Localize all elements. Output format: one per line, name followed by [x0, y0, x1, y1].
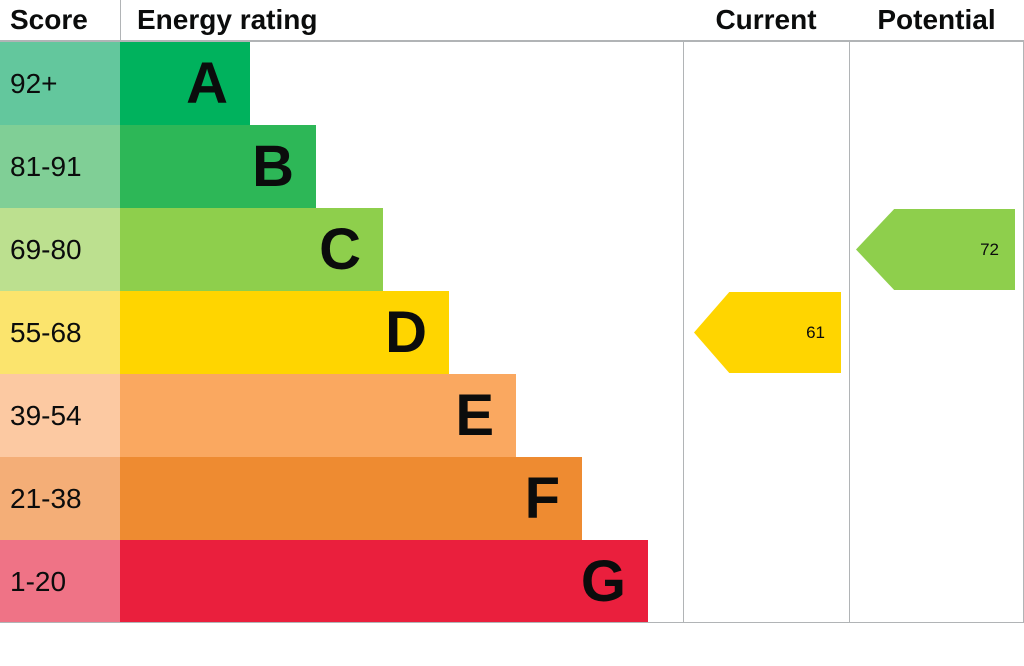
- chart-header: Score Energy rating Current Potential: [0, 0, 1024, 42]
- band-score-range: 92+: [0, 42, 120, 125]
- band-bar-track: G: [120, 540, 683, 623]
- band-bar-track: E: [120, 374, 683, 457]
- band-row: 39-54 E: [0, 374, 683, 457]
- band-rows: 92+ A 81-91 B 69-80 C 55-68 D: [0, 42, 683, 623]
- header-score: Score: [10, 4, 88, 35]
- current-value: 61: [806, 322, 825, 342]
- band-score-range: 39-54: [0, 374, 120, 457]
- band-letter: C: [319, 216, 361, 282]
- band-row: 21-38 F: [0, 457, 683, 540]
- band-row: 1-20 G: [0, 540, 683, 623]
- band-row: 81-91 B: [0, 125, 683, 208]
- band-score-range: 81-91: [0, 125, 120, 208]
- header-current: Current: [715, 4, 817, 35]
- band-letter: E: [455, 382, 494, 448]
- potential-column-left-divider: [849, 0, 850, 623]
- band-row: 55-68 D: [0, 291, 683, 374]
- band-letter: B: [252, 133, 294, 199]
- band-letter: D: [385, 299, 427, 365]
- band-bar: B: [120, 125, 316, 208]
- band-letter: F: [524, 465, 560, 531]
- band-score-range: 55-68: [0, 291, 120, 374]
- band-score-range: 1-20: [0, 540, 120, 623]
- header-potential: Potential: [877, 4, 996, 35]
- band-bar: E: [120, 374, 516, 457]
- band-bar: C: [120, 208, 383, 291]
- band-bar: D: [120, 291, 449, 374]
- potential-value: 72: [980, 239, 999, 259]
- band-bar-track: D: [120, 291, 683, 374]
- band-row: 92+ A: [0, 42, 683, 125]
- potential-arrow: 72: [856, 209, 1015, 290]
- band-bar-track: A: [120, 42, 683, 125]
- band-bar: F: [120, 457, 582, 540]
- header-energy-rating: Energy rating: [120, 0, 683, 40]
- current-arrow: 61: [694, 292, 841, 373]
- band-score-range: 21-38: [0, 457, 120, 540]
- current-column-left-divider: [683, 0, 684, 623]
- band-score-range: 69-80: [0, 208, 120, 291]
- band-letter: A: [186, 50, 228, 116]
- band-bar: G: [120, 540, 648, 623]
- band-bar-track: C: [120, 208, 683, 291]
- band-bar: A: [120, 42, 250, 125]
- band-bar-track: B: [120, 125, 683, 208]
- chart-bottom-border: [0, 622, 1024, 623]
- band-bar-track: F: [120, 457, 683, 540]
- band-letter: G: [580, 548, 626, 614]
- band-row: 69-80 C: [0, 208, 683, 291]
